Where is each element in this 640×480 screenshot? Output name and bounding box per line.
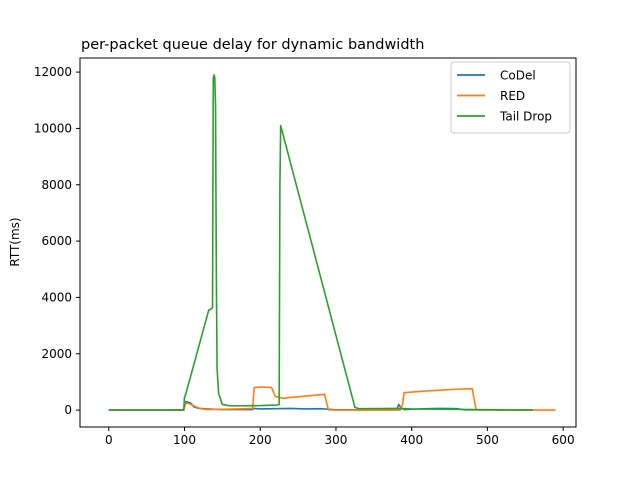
x-tick-label: 100 xyxy=(173,433,196,447)
legend-label: RED xyxy=(500,89,525,103)
series-lines xyxy=(108,74,556,411)
x-tick-label: 0 xyxy=(105,433,113,447)
x-tick-label: 600 xyxy=(552,433,575,447)
y-tick-label: 4000 xyxy=(41,290,72,304)
legend-label: CoDel xyxy=(500,69,536,83)
y-axis: 0 2000 4000 6000 8000 10000 12000 xyxy=(34,65,80,417)
y-tick-label: 0 xyxy=(64,403,72,417)
y-tick-label: 2000 xyxy=(41,347,72,361)
legend-label: Tail Drop xyxy=(499,110,552,124)
plot-frame xyxy=(79,57,577,428)
x-tick-label: 400 xyxy=(400,433,423,447)
y-tick-label: 12000 xyxy=(34,65,72,79)
y-tick-label: 8000 xyxy=(41,178,72,192)
x-tick-label: 500 xyxy=(476,433,499,447)
legend: CoDel RED Tail Drop xyxy=(450,61,571,134)
y-tick-label: 10000 xyxy=(34,121,72,135)
series-line-tail-drop xyxy=(108,74,533,411)
y-tick-label: 6000 xyxy=(41,234,72,248)
x-tick-label: 300 xyxy=(324,433,347,447)
x-tick-label: 200 xyxy=(249,433,272,447)
chart-title: per-packet queue delay for dynamic bandw… xyxy=(81,37,424,53)
y-axis-label: RTT(ms) xyxy=(8,217,22,266)
x-axis: 0 100 200 300 400 500 600 xyxy=(105,427,575,447)
